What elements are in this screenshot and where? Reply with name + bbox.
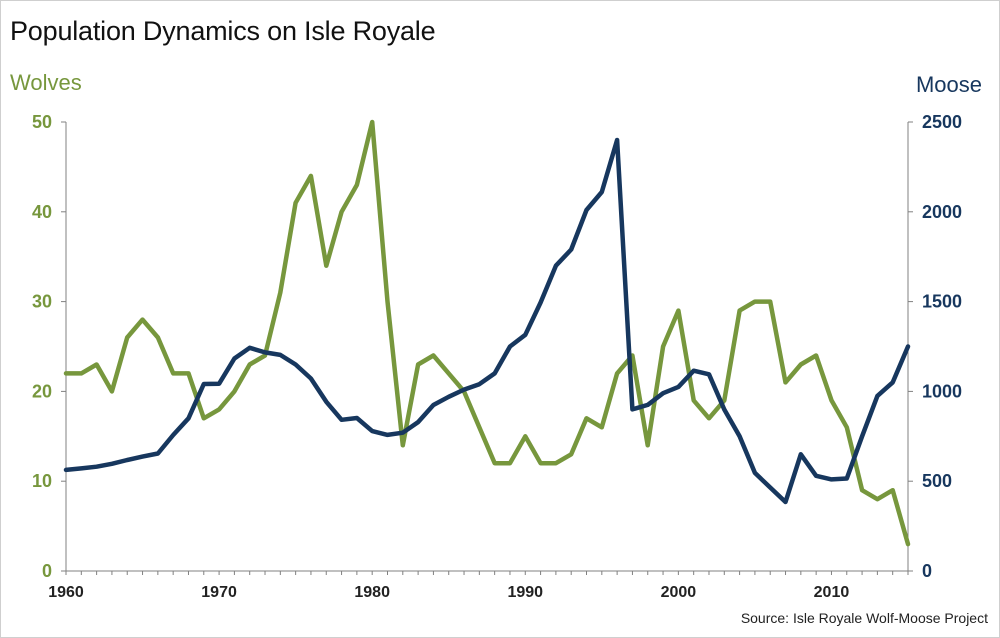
y-right-tick-label: 2000: [922, 202, 962, 222]
x-tick-label: 1960: [48, 584, 84, 601]
series-lines: [63, 119, 911, 547]
y-left-tick-label: 0: [42, 561, 52, 581]
x-tick-label: 2010: [814, 584, 850, 601]
y-right-tick-label: 500: [922, 471, 952, 491]
series-line-moose: [63, 137, 911, 505]
chart-title: Population Dynamics on Isle Royale: [10, 16, 436, 46]
y-right-tick-label: 1500: [922, 292, 962, 312]
y-right-tick-label: 2500: [922, 112, 962, 132]
y-left-tick-label: 10: [32, 471, 52, 491]
y-left-tick-label: 50: [32, 112, 52, 132]
axes: [61, 121, 913, 575]
x-tick-label: 2000: [661, 584, 697, 601]
y-right-tick-label: 0: [922, 561, 932, 581]
x-tick-label: 1990: [507, 584, 543, 601]
y-left-tick-label: 30: [32, 292, 52, 312]
y-left-axis-label: Wolves: [10, 70, 82, 95]
y-right-tick-label: 1000: [922, 381, 962, 401]
y-left-tick-label: 20: [32, 381, 52, 401]
x-tick-label: 1980: [354, 584, 390, 601]
y-right-axis-label: Moose: [915, 72, 982, 97]
series-line-wolves: [63, 119, 911, 547]
source-note: Source: Isle Royale Wolf-Moose Project: [740, 610, 988, 626]
x-tick-label: 1970: [201, 584, 237, 601]
y-left-tick-label: 40: [32, 202, 52, 222]
